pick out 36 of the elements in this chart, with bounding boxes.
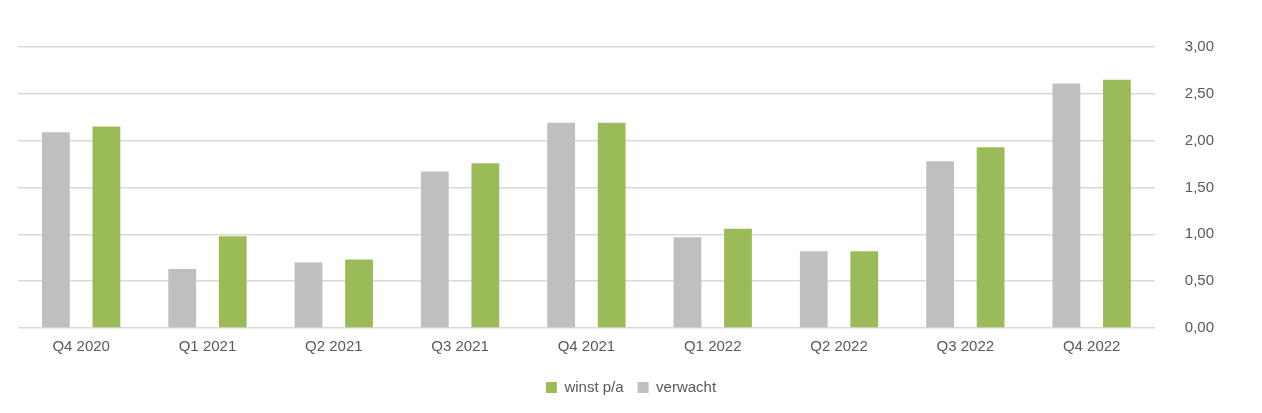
bar (1052, 83, 1081, 328)
y-tick-label: 3,00 (1184, 37, 1215, 55)
bar (850, 251, 879, 328)
y-tick-label: 1,50 (1184, 177, 1215, 195)
bar (1103, 79, 1131, 328)
bar (345, 259, 373, 328)
bar (799, 251, 828, 328)
bar (673, 237, 702, 328)
x-tick-label: Q1 2022 (683, 337, 742, 355)
x-tick-label: Q4 2020 (52, 337, 110, 355)
y-tick-label: 0,00 (1184, 318, 1215, 336)
bar (294, 262, 323, 328)
bar (42, 132, 70, 328)
bar (724, 228, 752, 328)
x-tick-label: Q4 2022 (1062, 337, 1121, 355)
bar (420, 171, 449, 328)
y-tick-label: 1,00 (1184, 224, 1215, 242)
x-tick-label: Q2 2022 (810, 337, 868, 355)
y-tick-label: 2,50 (1184, 83, 1215, 101)
y-tick-label: 0,50 (1184, 271, 1215, 289)
bar (92, 126, 121, 328)
legend-label: verwacht (656, 377, 717, 395)
y-tick-label: 2,00 (1184, 130, 1215, 148)
bar (218, 236, 247, 328)
bar (547, 122, 576, 328)
bar (168, 268, 197, 328)
bar (976, 147, 1005, 328)
legend-label: winst p/a (563, 377, 625, 395)
x-tick-label: Q1 2021 (178, 337, 237, 355)
x-tick-label: Q2 2021 (305, 337, 363, 355)
bar (597, 122, 626, 328)
x-tick-label: Q3 2022 (936, 337, 995, 355)
x-tick-label: Q4 2021 (557, 337, 616, 355)
bar (926, 161, 954, 328)
bar (471, 163, 500, 328)
x-tick-label: Q3 2021 (431, 337, 489, 355)
